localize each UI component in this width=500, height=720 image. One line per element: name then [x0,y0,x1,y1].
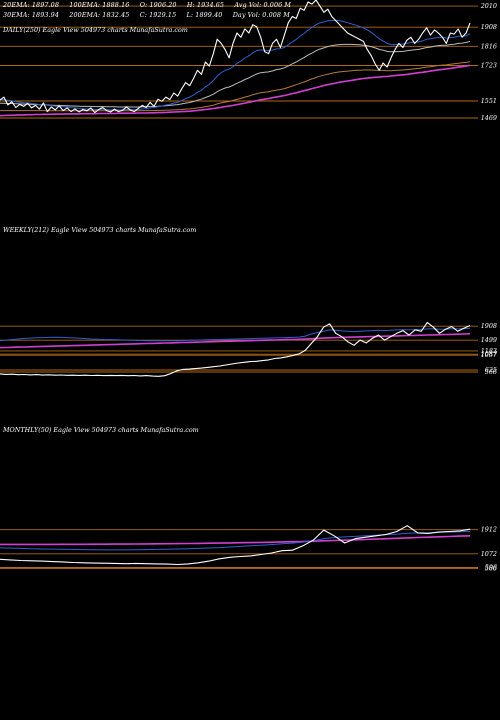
weekly-y-tick-label-3: 1087 [481,350,498,358]
weekly-y-tick-label-1: 1499 [481,336,497,344]
monthly-y-tick-label-0: 1912 [481,526,497,534]
monthly-chart-title: MONTHLY(50) Eagle View 504973 charts Mun… [3,426,199,434]
weekly-y-tick-label-0: 1908 [481,322,497,330]
header-row-1: 20EMA: 1897.08 100EMA: 1888.16 O: 1906.2… [3,1,291,9]
weekly-chart-title: WEEKLY(212) Eagle View 504973 charts Mun… [3,226,197,234]
stat-low-value: 1899.40 [195,11,223,19]
stat-20ema-label: 20EMA: [3,1,30,9]
stat-30ema-label: 30EMA: [3,11,30,19]
monthly-y-tick-label-3: 566 [485,564,497,572]
stat-day-vol-label: Day Vol: [232,11,261,19]
stat-100ema-label: 100EMA: [69,1,101,9]
daily-series-ema-fast [0,19,471,111]
daily-y-tick-label-4: 1551 [481,97,497,105]
monthly-y-tick-label-2: 596 [485,564,497,572]
daily-y-tick-label-3: 1723 [481,62,497,70]
weekly-series-price [0,321,471,377]
stat-day-vol-value: 0.008 M [262,11,290,19]
stat-avg-vol-value: 0.006 M [263,1,292,9]
weekly-series-ema-fast [0,327,471,342]
weekly-y-tick-label-6: 566 [485,368,497,376]
weekly-y-tick-label-4: 1057 [481,351,498,359]
monthly-series-ema-long [0,535,471,546]
stat-200ema-value: 1832.45 [102,11,130,19]
daily-y-tick-label-2: 1816 [481,42,497,50]
stat-30ema-value: 1893.94 [31,11,59,19]
weekly-y-tick-label-2: 1183 [481,347,497,355]
stat-close-value: 1929.15 [149,11,177,19]
stat-close-label: C: [139,11,147,19]
stat-high-value: 1934.65 [196,1,225,9]
stat-20ema-value: 1897.08 [31,1,59,9]
stat-avg-vol-label: Avg Vol: [234,1,262,9]
daily-y-tick-label-0: 2010 [480,2,497,10]
daily-series-ema-mid [0,40,471,108]
monthly-series-price [0,525,471,566]
stat-open-value: 1906.20 [149,1,177,9]
daily-chart-title: DAILY(250) Eagle View 504973 charts Muna… [3,26,188,34]
daily-panel: 2010 1908 1816 1723 1551 1469 [0,0,497,122]
stat-200ema-label: 200EMA: [69,11,101,19]
stat-open-label: O: [139,1,148,9]
monthly-y-tick-label-1: 1072 [481,550,497,558]
stat-100ema-value: 1888.16 [102,1,130,9]
chart-panels: 2010 1908 1816 1723 1551 1469 1908 1499 11831087… [0,0,498,572]
stat-low-label: L: [186,11,194,19]
header-row-2: 30EMA: 1893.94 200EMA: 1832.45 C: 1929.1… [3,11,290,19]
daily-y-tick-label-5: 1469 [481,114,497,122]
stat-high-label: H: [186,1,195,9]
daily-y-tick-label-1: 1908 [481,23,497,31]
daily-series-price [0,0,471,114]
monthly-series-ema-fast [0,531,471,551]
weekly-y-tick-label-5: 625 [485,366,497,374]
daily-series-ema-long [0,64,471,117]
